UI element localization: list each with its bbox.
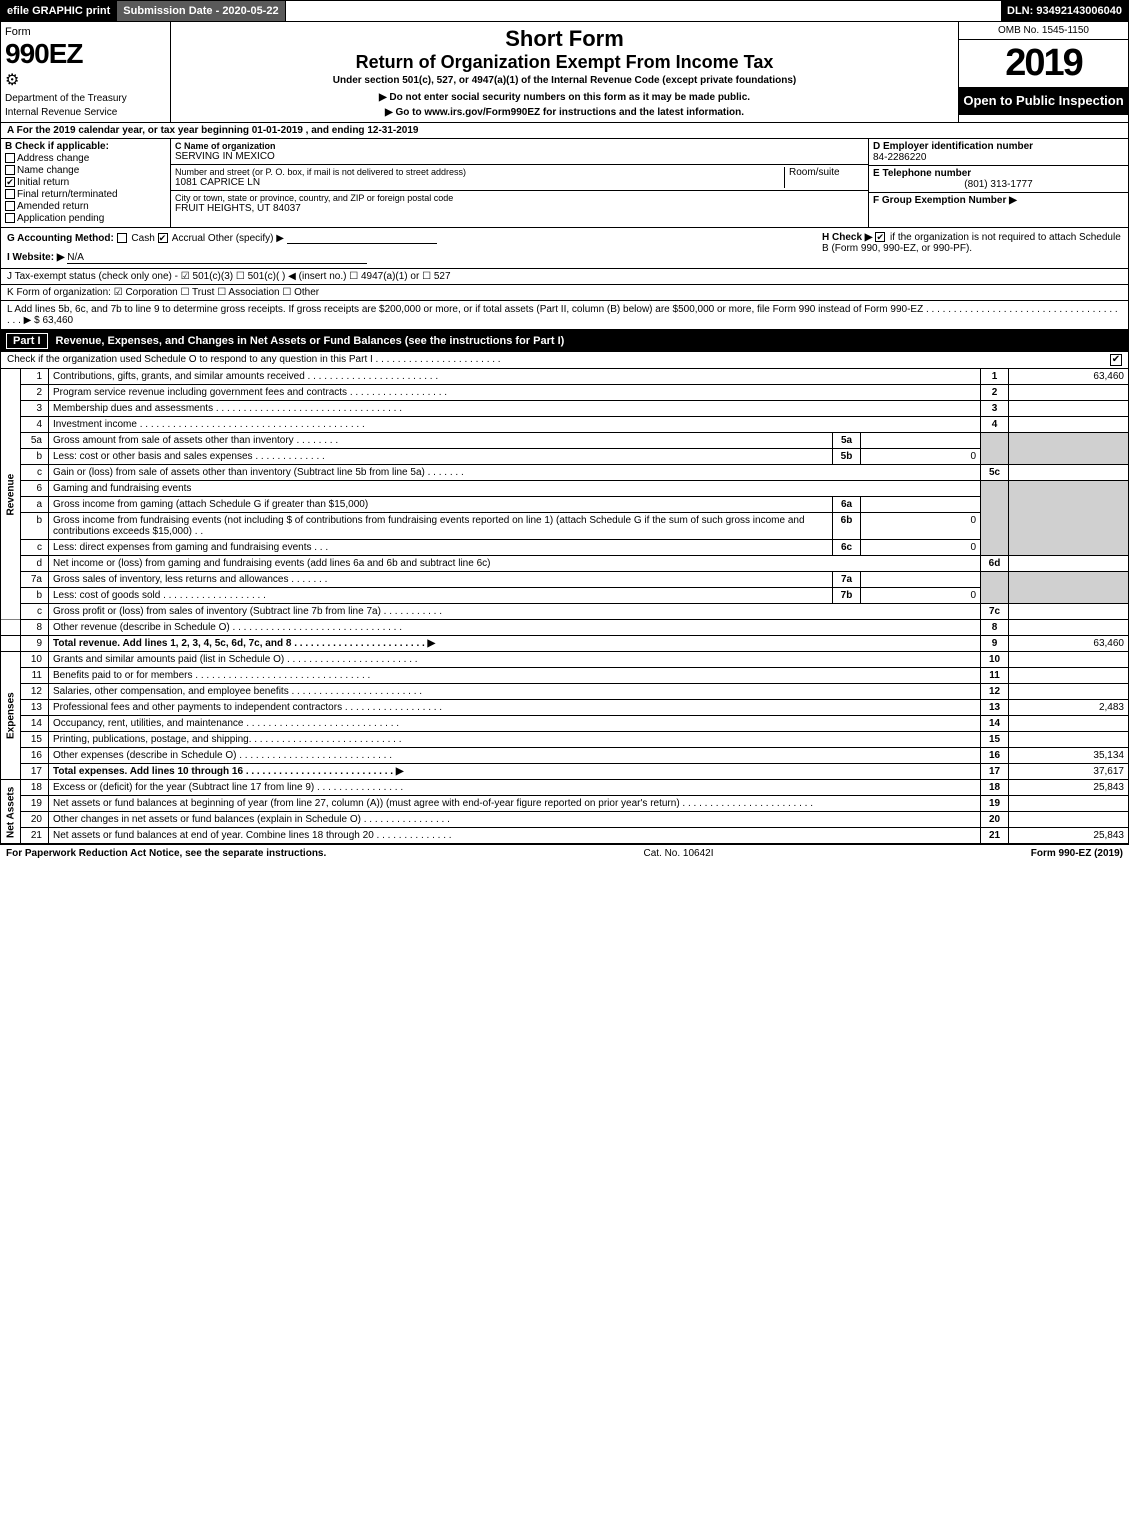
room-suite-label: Room/suite [784,167,864,188]
cb-initial-return[interactable]: Initial return [5,177,166,188]
title-return: Return of Organization Exempt From Incom… [181,52,948,73]
dept-treasury: Department of the Treasury [5,93,166,104]
line-j: J Tax-exempt status (check only one) - ☑… [0,269,1129,285]
col-b-header: B Check if applicable: [5,141,166,152]
part-1-table: Revenue 1Contributions, gifts, grants, a… [0,369,1129,844]
subtitle-section: Under section 501(c), 527, or 4947(a)(1)… [181,75,948,86]
instructions-link: ▶ Go to www.irs.gov/Form990EZ for instru… [181,107,948,118]
part-number: Part I [6,333,48,349]
footer-cat-no: Cat. No. 10642I [326,848,1030,859]
line-i: I Website: ▶ N/A [7,252,822,264]
phone-value: (801) 313-1777 [873,179,1124,190]
header-right: OMB No. 1545-1150 2019 Open to Public In… [958,22,1128,122]
dln: DLN: 93492143006040 [1001,1,1128,21]
submission-date: Submission Date - 2020-05-22 [117,1,285,21]
cb-application-pending[interactable]: Application pending [5,213,166,224]
form-label: Form [5,26,166,38]
footer-paperwork-notice: For Paperwork Reduction Act Notice, see … [6,848,326,859]
cb-schedule-b[interactable] [875,232,885,242]
phone-label: E Telephone number [873,168,1124,179]
header-center: Short Form Return of Organization Exempt… [171,22,958,122]
line-a-tax-year: A For the 2019 calendar year, or tax yea… [0,123,1129,139]
cb-name-change[interactable]: Name change [5,165,166,176]
side-revenue: Revenue [1,369,21,620]
treasury-seal-icon: ⚙ [5,70,166,90]
org-name: SERVING IN MEXICO [175,151,864,162]
cb-cash[interactable] [117,233,127,243]
header-left: Form 990EZ ⚙ Department of the Treasury … [1,22,171,122]
footer-form-ref: Form 990-EZ (2019) [1031,848,1123,859]
cb-schedule-o[interactable]: ✔ [1110,354,1122,366]
open-to-public: Open to Public Inspection [959,87,1128,115]
ein-label: D Employer identification number [873,141,1124,152]
other-specify-input[interactable] [287,232,437,244]
org-name-label: C Name of organization [175,141,864,151]
line-k: K Form of organization: ☑ Corporation ☐ … [0,285,1129,301]
form-number: 990EZ [5,38,166,70]
city-label: City or town, state or province, country… [175,193,864,203]
entity-block: B Check if applicable: Address change Na… [0,139,1129,228]
warning-ssn: ▶ Do not enter social security numbers o… [181,92,948,103]
top-bar: efile GRAPHIC print Submission Date - 20… [0,0,1129,22]
addr-label: Number and street (or P. O. box, if mail… [175,167,784,177]
side-expenses: Expenses [1,652,21,780]
website-value: N/A [67,252,367,264]
line-h: H Check ▶ if the organization is not req… [822,232,1122,264]
col-b-checkboxes: B Check if applicable: Address change Na… [1,139,171,227]
ein-value: 84-2286220 [873,152,1124,163]
form-header: Form 990EZ ⚙ Department of the Treasury … [0,22,1129,123]
side-net-assets: Net Assets [1,780,21,844]
cb-amended-return[interactable]: Amended return [5,201,166,212]
org-address: 1081 CAPRICE LN [175,177,784,188]
col-c-org-info: C Name of organization SERVING IN MEXICO… [171,139,868,227]
omb-number: OMB No. 1545-1150 [959,22,1128,40]
efile-label: efile GRAPHIC print [1,1,117,21]
block-gh: G Accounting Method: Cash Accrual Other … [0,228,1129,269]
cb-final-return[interactable]: Final return/terminated [5,189,166,200]
page-footer: For Paperwork Reduction Act Notice, see … [0,844,1129,862]
cb-address-change[interactable]: Address change [5,153,166,164]
dept-irs: Internal Revenue Service [5,107,166,118]
line-g: G Accounting Method: Cash Accrual Other … [7,232,822,244]
cb-accrual[interactable] [158,233,168,243]
part-1-header: Part I Revenue, Expenses, and Changes in… [0,330,1129,352]
group-exemption-label: F Group Exemption Number ▶ [873,195,1124,206]
org-city: FRUIT HEIGHTS, UT 84037 [175,203,864,214]
tax-year: 2019 [959,40,1128,87]
col-def: D Employer identification number 84-2286… [868,139,1128,227]
part-title: Revenue, Expenses, and Changes in Net As… [56,335,565,347]
title-short-form: Short Form [181,26,948,52]
part-1-subheader: Check if the organization used Schedule … [0,352,1129,369]
line-l: L Add lines 5b, 6c, and 7b to line 9 to … [0,301,1129,330]
